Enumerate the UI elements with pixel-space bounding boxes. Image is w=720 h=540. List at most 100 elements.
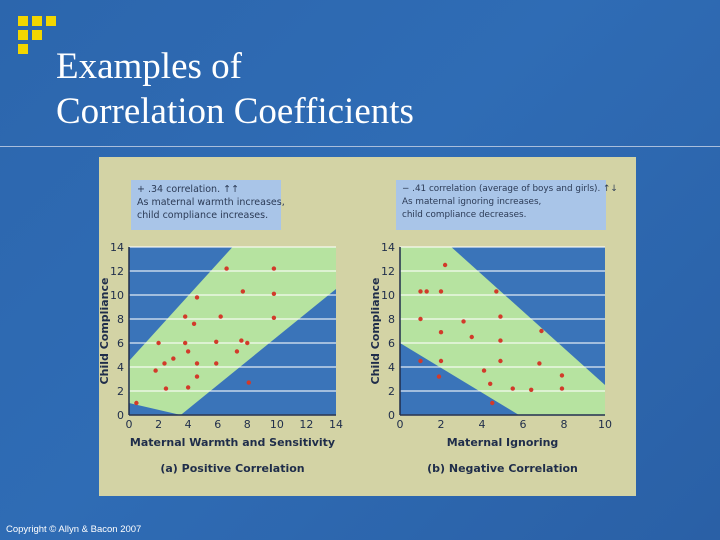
y-tick-label: 10 — [110, 289, 124, 302]
x-tick-label: 6 — [214, 418, 221, 431]
chart-subtitle: (a) Positive Correlation — [160, 462, 304, 475]
x-tick-label: 0 — [126, 418, 133, 431]
y-tick-label: 4 — [117, 361, 124, 374]
annotation-negative: − .41 correlation (average of boys and g… — [396, 180, 618, 230]
data-point — [185, 385, 191, 390]
annotation-negative-line-2: As maternal ignoring increases, — [402, 197, 542, 207]
data-point — [171, 356, 176, 361]
x-tick-label: 2 — [438, 418, 445, 431]
data-point — [418, 289, 423, 294]
correlation-band — [400, 247, 605, 415]
chart-negative-correlation: 0 2 4 6 8 10 12 14 0 2 4 6 8 10 Maternal Ignoring Child… — [369, 241, 612, 475]
data-point — [234, 349, 240, 354]
data-point — [461, 319, 466, 324]
y-tick-label: 8 — [388, 313, 395, 326]
annotation-negative-line-1: − .41 correlation (average of boys and g… — [402, 184, 618, 194]
annotation-positive: + .34 correlation. ↑↑ As maternal warmth… — [131, 180, 285, 230]
figure-panel: 0 2 4 6 8 10 12 14 0 2 4 6 8 10 12 14 Maternal Warmth an… — [99, 157, 636, 496]
x-tick-label: 8 — [244, 418, 251, 431]
annotation-positive-line-2: As maternal warmth increases, — [137, 197, 285, 208]
data-point — [194, 361, 200, 366]
data-point — [559, 386, 565, 391]
y-axis-label: Child Compliance — [369, 278, 382, 385]
y-tick-label: 10 — [381, 289, 395, 302]
y-tick-label: 2 — [388, 385, 395, 398]
data-point — [240, 289, 246, 294]
data-point — [246, 380, 251, 385]
y-tick-label: 12 — [381, 265, 395, 278]
data-point — [271, 291, 277, 296]
annotation-negative-line-3: child compliance decreases. — [402, 210, 527, 220]
title-line-2: Correlation Coefficients — [56, 91, 414, 132]
data-point — [537, 361, 542, 366]
x-tick-label: 0 — [397, 418, 404, 431]
data-point — [438, 330, 444, 335]
data-point — [191, 321, 197, 326]
y-tick-label: 6 — [117, 337, 124, 350]
chart-positive-correlation: 0 2 4 6 8 10 12 14 0 2 4 6 8 10 12 14 Maternal Warmth an… — [99, 241, 343, 475]
data-point — [245, 340, 250, 346]
x-axis-label: Maternal Ignoring — [447, 436, 559, 449]
y-tick-label: 6 — [388, 337, 395, 350]
data-point — [498, 358, 503, 364]
x-tick-label: 8 — [561, 418, 568, 431]
data-point — [224, 266, 229, 271]
data-point — [271, 315, 277, 320]
y-axis-label: Child Compliance — [99, 278, 111, 385]
copyright-text: Copyright © Allyn & Bacon 2007 — [6, 524, 142, 535]
annotation-positive-line-3: child compliance increases. — [137, 210, 269, 221]
data-point — [239, 338, 244, 343]
data-point — [469, 334, 474, 340]
data-point — [182, 314, 188, 319]
data-point — [134, 400, 139, 406]
scatter-plots: 0 2 4 6 8 10 12 14 0 2 4 6 8 10 12 14 Maternal Warmth an… — [99, 241, 612, 475]
data-point — [271, 266, 277, 271]
chart-subtitle: (b) Negative Correlation — [427, 462, 578, 475]
x-axis-label: Maternal Warmth and Sensitivity — [130, 436, 335, 449]
data-point — [442, 262, 448, 268]
data-point — [490, 400, 495, 406]
data-point — [156, 340, 161, 346]
x-tick-label: 4 — [185, 418, 192, 431]
data-point — [539, 328, 544, 334]
data-point — [218, 314, 223, 319]
y-tick-label: 2 — [117, 385, 124, 398]
slide-bullet-icon — [8, 8, 64, 66]
data-point — [510, 386, 515, 391]
data-point — [185, 349, 191, 354]
data-point — [481, 368, 487, 373]
y-tick-label: 4 — [388, 361, 395, 374]
x-tick-label: 10 — [598, 418, 612, 431]
data-point — [214, 361, 219, 366]
x-tick-label: 14 — [329, 418, 343, 431]
y-tick-label: 14 — [381, 241, 395, 254]
title-divider — [0, 146, 720, 147]
data-point — [424, 289, 429, 294]
data-point — [418, 316, 423, 322]
y-tick-label: 8 — [117, 313, 124, 326]
data-point — [214, 339, 219, 344]
data-point — [488, 381, 493, 386]
data-point — [163, 386, 169, 391]
data-point — [194, 374, 200, 379]
data-point — [559, 373, 565, 378]
y-tick-label: 0 — [117, 409, 124, 422]
x-tick-label: 2 — [155, 418, 162, 431]
data-point — [438, 289, 444, 294]
data-point — [529, 387, 534, 392]
slide-title: Examples of Correlation Coefficients — [56, 44, 414, 134]
data-point — [418, 358, 423, 364]
x-tick-label: 6 — [520, 418, 527, 431]
data-point — [494, 289, 499, 294]
data-point — [182, 340, 188, 346]
x-tick-label: 4 — [479, 418, 486, 431]
data-point — [162, 361, 167, 366]
data-point — [498, 338, 503, 343]
data-point — [498, 314, 503, 319]
data-point — [436, 374, 442, 379]
title-line-1: Examples of — [56, 46, 242, 87]
annotation-positive-line-1: + .34 correlation. ↑↑ — [137, 184, 240, 195]
y-tick-label: 14 — [110, 241, 124, 254]
x-tick-label: 12 — [299, 418, 313, 431]
x-tick-label: 10 — [270, 418, 284, 431]
